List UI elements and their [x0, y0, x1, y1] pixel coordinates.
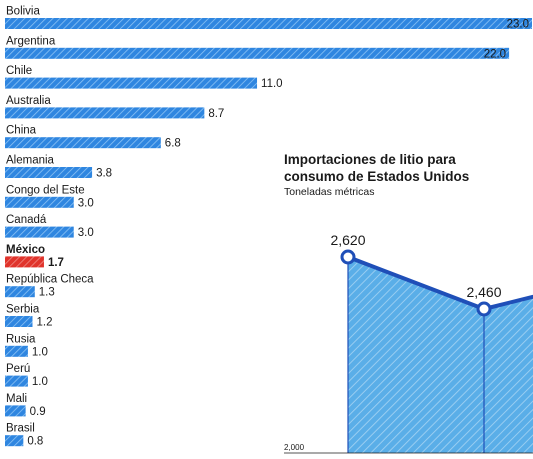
bar-row-chile: Chile 11.0 [5, 65, 283, 90]
country-label-china: China [6, 125, 37, 137]
bar-rusia [5, 345, 28, 357]
bar-bolivia [5, 18, 532, 29]
country-label-mexico: México [6, 244, 45, 256]
bar-argentina [5, 47, 510, 59]
value-label-chile: 11.0 [261, 78, 283, 90]
bar-row-australia: Australia 8.7 [5, 95, 224, 120]
bar-australia [5, 107, 205, 119]
us-imports-area-chart: Importaciones de litio para consumo de E… [284, 152, 533, 454]
bar-row-china: China 6.8 [5, 125, 181, 150]
bar-canada [5, 226, 74, 238]
value-label-congo-del-este: 3.0 [78, 197, 94, 209]
bar-row-canada: Canadá 3.0 [5, 214, 94, 239]
bar-row-bolivia: Bolivia 23.0 [5, 6, 532, 31]
area-fill [348, 257, 533, 453]
value-label-brasil: 0.8 [27, 436, 43, 448]
value-label-australia: 8.7 [208, 108, 224, 120]
line-chart-title-line-2: consumo de Estados Unidos [284, 169, 469, 184]
line-chart-subtitle: Toneladas métricas [284, 186, 374, 198]
country-label-republica-checa: República Checa [6, 274, 94, 286]
bar-congo-del-este [5, 196, 74, 208]
bar-alemania [5, 167, 93, 178]
value-label-bolivia: 23.0 [507, 19, 529, 31]
country-label-chile: Chile [6, 65, 32, 77]
value-label-argentina: 22.0 [484, 48, 506, 60]
value-label-canada: 3.0 [78, 227, 94, 239]
bar-china [5, 137, 161, 149]
value-label-peru: 1.0 [32, 376, 48, 388]
country-label-serbia: Serbia [6, 304, 40, 316]
data-point-1 [476, 301, 492, 317]
country-label-peru: Perú [6, 363, 30, 375]
value-label-alemania: 3.8 [96, 168, 112, 180]
data-point-0 [340, 249, 356, 265]
bar-row-argentina: Argentina 22.0 [5, 35, 510, 60]
value-label-republica-checa: 1.3 [39, 287, 55, 299]
country-label-congo-del-este: Congo del Este [6, 184, 85, 196]
value-label-mali: 0.9 [30, 406, 46, 418]
country-label-australia: Australia [6, 95, 51, 107]
bar-brasil [5, 435, 24, 447]
lithium-reserves-bar-chart: Bolivia 23.0 Argentina 22.0 Chile 11.0 Austral… [5, 6, 532, 448]
point-label-1: 2,460 [466, 284, 501, 300]
value-label-mexico: 1.7 [48, 257, 64, 269]
country-label-canada: Canadá [6, 214, 47, 226]
bar-peru [5, 375, 28, 387]
value-label-china: 6.8 [165, 138, 181, 150]
country-label-alemania: Alemania [6, 155, 55, 167]
country-label-mali: Mali [6, 393, 27, 405]
value-label-rusia: 1.0 [32, 346, 48, 358]
country-label-rusia: Rusia [6, 333, 36, 345]
bar-mexico [5, 256, 44, 268]
point-label-0: 2,620 [330, 232, 365, 248]
bar-mali [5, 405, 26, 417]
country-label-bolivia: Bolivia [6, 6, 40, 18]
bar-row-alemania: Alemania 3.8 [5, 155, 112, 180]
country-label-brasil: Brasil [6, 423, 35, 435]
value-label-serbia: 1.2 [36, 317, 52, 329]
y-tick-label: 2,000 [284, 443, 305, 452]
bar-republica-checa [5, 286, 35, 298]
bar-serbia [5, 316, 33, 327]
line-chart-title-line-1: Importaciones de litio para [284, 152, 456, 167]
bar-chile [5, 77, 258, 89]
country-label-argentina: Argentina [6, 35, 56, 47]
